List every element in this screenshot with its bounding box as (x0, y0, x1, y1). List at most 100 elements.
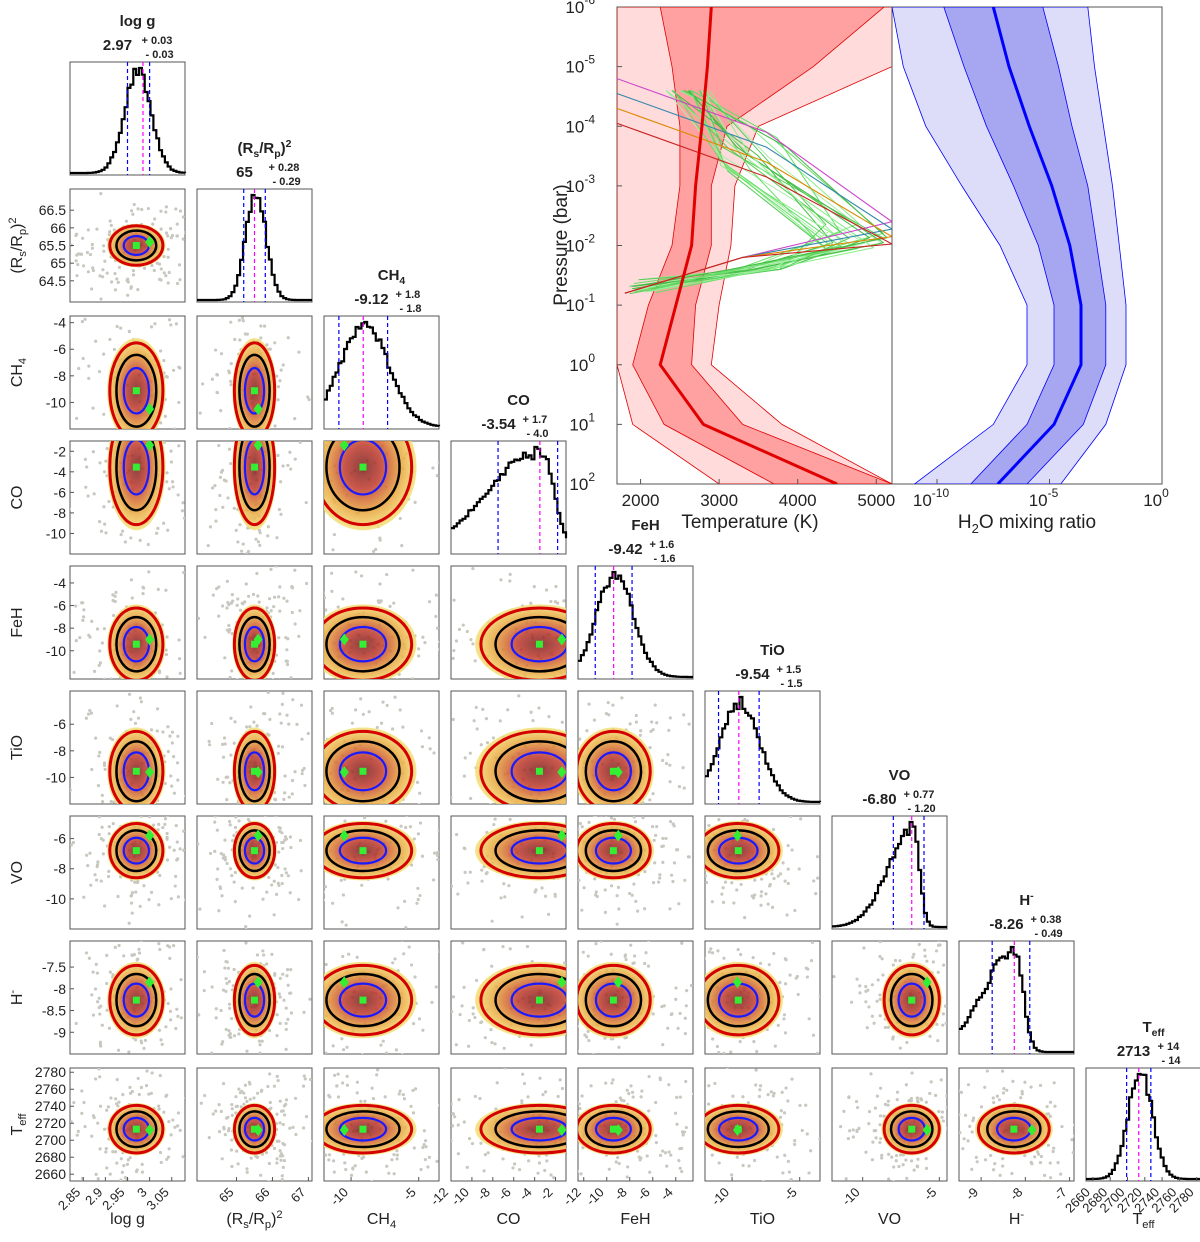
scatter-point (135, 958, 139, 962)
scatter-point (99, 433, 102, 436)
scatter-point (656, 804, 659, 807)
median-marker (535, 640, 543, 648)
scatter-point (732, 901, 736, 905)
scatter-point (436, 850, 439, 855)
scatter-point (146, 206, 150, 211)
scatter-point (141, 592, 145, 596)
best-fit-marker (145, 403, 155, 416)
histogram-panel-ch4: CH4-9.12 + 1.8- 1.8 (323, 267, 441, 430)
scatter-point (91, 450, 95, 454)
scatter-point (878, 993, 882, 997)
scatter-point (188, 832, 191, 835)
scatter-point (581, 950, 585, 954)
scatter-point (165, 675, 169, 679)
scatter-point (529, 681, 532, 684)
scatter-point (759, 894, 763, 898)
scatter-point (153, 217, 157, 221)
scatter-panel-co-vs-rsrp (196, 440, 313, 555)
panel-content (578, 816, 691, 926)
scatter-point (102, 505, 106, 509)
scatter-point (354, 570, 358, 574)
scatter-point (298, 609, 302, 613)
scatter-point (303, 783, 307, 788)
scatter-point (506, 937, 509, 940)
scatter-panel-ch4-vs-rsrp (196, 306, 313, 436)
scatter-point (168, 1009, 173, 1013)
scatter-point (682, 713, 686, 717)
contour-mid (115, 740, 158, 803)
scatter-point (642, 808, 645, 811)
scatter-point (278, 585, 282, 589)
scatter-point (317, 828, 320, 831)
scatter-point (443, 1009, 446, 1012)
scatter-point (603, 888, 607, 892)
y-tick-label: -8 (54, 620, 67, 636)
scatter-point (91, 266, 95, 270)
scatter-point (609, 952, 613, 956)
scatter-point (602, 687, 605, 690)
scatter-point (36, 420, 39, 423)
scatter-point (97, 1068, 101, 1071)
scatter-point (244, 928, 248, 929)
scatter-point (319, 600, 322, 603)
scatter-point (872, 1021, 876, 1025)
scatter-point (162, 521, 166, 525)
scatter-point (166, 725, 170, 729)
scatter-point (730, 881, 734, 885)
scatter-point (629, 943, 633, 947)
best-fit-marker (253, 403, 263, 416)
scatter-point (263, 712, 267, 716)
contour-outer (108, 341, 165, 429)
scatter-point (278, 379, 282, 383)
scatter-point (171, 806, 174, 809)
scatter-point (289, 676, 293, 679)
scatter-point (187, 834, 190, 837)
scatter-point (162, 358, 166, 363)
scatter-point (223, 966, 227, 970)
scatter-point (374, 547, 378, 551)
scatter-point (181, 215, 185, 219)
scatter-point (221, 505, 225, 509)
scatter-point (216, 777, 220, 781)
scatter-point (281, 846, 285, 851)
scatter-point (274, 816, 278, 818)
scatter-point (190, 424, 193, 427)
scatter-point (241, 319, 245, 323)
scatter-point (571, 826, 574, 829)
scatter-point (720, 892, 724, 896)
scatter-point (396, 678, 399, 679)
scatter-point (575, 907, 578, 910)
scatter-point (546, 912, 551, 916)
scatter-point (503, 895, 507, 899)
scatter-point (177, 638, 181, 642)
label-main: CH (378, 267, 400, 284)
scatter-point (594, 942, 598, 946)
scatter-point (508, 817, 512, 821)
contour-outer (479, 822, 566, 880)
scatter-point (234, 528, 238, 532)
scatter-point (361, 1053, 364, 1054)
scatter-point (134, 437, 137, 440)
scatter-point (158, 873, 162, 878)
label-main: CO (9, 486, 26, 510)
scatter-point (407, 809, 410, 812)
scatter-point (753, 893, 757, 897)
scatter-point (540, 886, 544, 890)
scatter-point (290, 433, 293, 436)
scatter-point (263, 306, 266, 309)
scatter-point (257, 810, 260, 813)
scatter-point (462, 774, 466, 778)
scatter-point (658, 876, 662, 880)
scatter-point (158, 1073, 162, 1078)
scatter-point (858, 984, 862, 988)
scatter-point (695, 985, 698, 988)
label-main: /R (259, 140, 274, 157)
scatter-point (646, 813, 649, 816)
scatter-point (102, 1127, 107, 1131)
panel-content (36, 317, 193, 440)
scatter-point (243, 812, 246, 815)
scatter-point (444, 827, 447, 830)
scatter-point (634, 713, 638, 718)
best-fit-marker (339, 976, 349, 989)
scatter-point (569, 770, 572, 773)
